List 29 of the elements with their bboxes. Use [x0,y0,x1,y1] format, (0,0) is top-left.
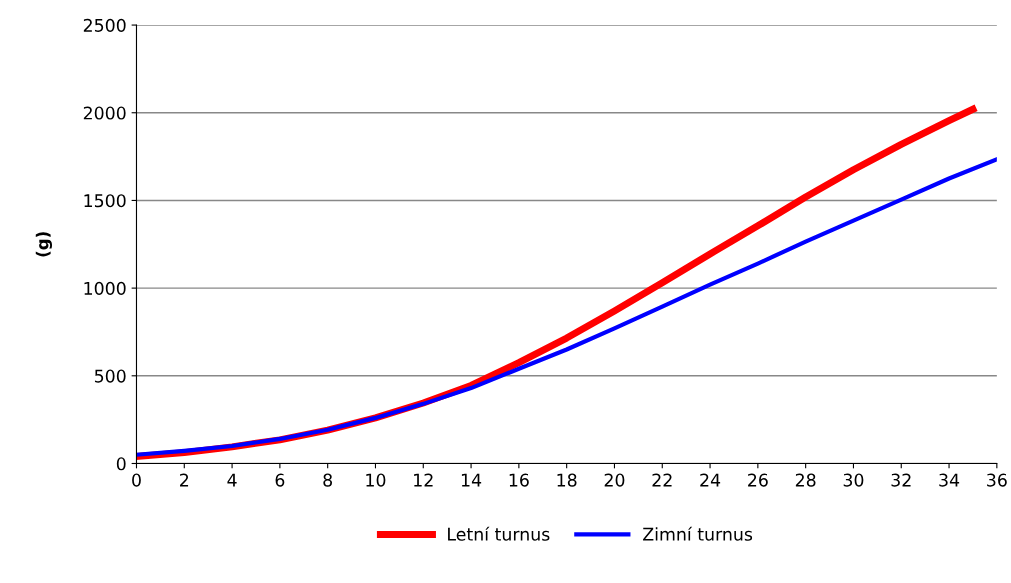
y-tick-label: 2500 [83,18,126,32]
y-tick-label: 2000 [83,106,126,120]
x-tick-label: 22 [652,473,672,487]
line-series [136,157,997,457]
y-tick-label: 1500 [84,194,126,208]
x-tick-label: 2 [180,473,189,487]
y-tick-label: 500 [94,369,126,383]
legend-label: Letní turnus [448,526,550,541]
x-tick-label: 24 [700,473,721,487]
x-tick-label: 4 [227,473,237,487]
x-tick-label: 32 [891,473,911,487]
x-tick-label: 10 [366,473,386,487]
y-axis-title: (g) [35,232,53,257]
y-tick-label: 1000 [84,281,126,295]
x-tick-label: 26 [748,473,768,487]
x-tick-label: 12 [414,473,433,487]
x-tick-label: 0 [132,473,141,487]
x-tick-label: 28 [795,473,816,487]
x-tick-label: 34 [939,473,960,487]
x-tick-label: 14 [461,473,482,487]
x-tick-label: 36 [987,473,1007,487]
x-tick-label: 6 [275,473,285,487]
y-tick-label: 0 [116,457,126,471]
x-tick-label: 20 [604,473,625,487]
x-tick-label: 30 [843,473,864,487]
legend-label: Zimní turnus [643,526,753,541]
x-tick-label: 18 [557,473,577,487]
x-tick-label: 16 [509,473,529,487]
x-tick-label: 8 [323,473,333,487]
